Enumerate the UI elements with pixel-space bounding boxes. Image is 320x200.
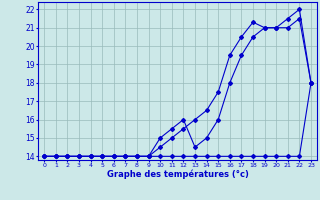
X-axis label: Graphe des températures (°c): Graphe des températures (°c) xyxy=(107,170,249,179)
